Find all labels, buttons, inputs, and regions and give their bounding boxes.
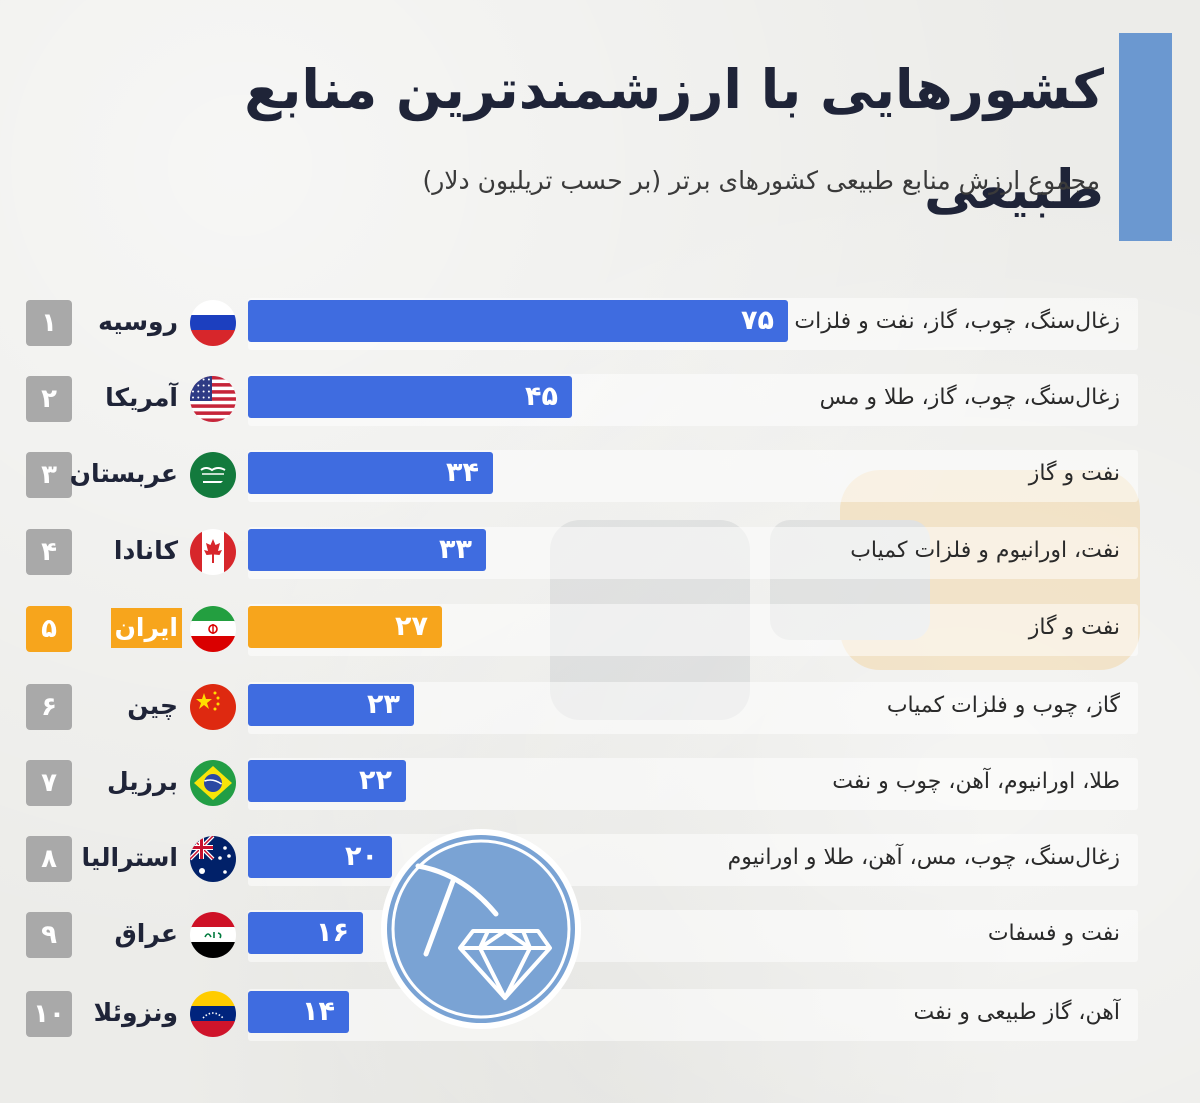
bar-value-label: ۲۷ [395,611,428,642]
bar-value-label: ۷۵ [741,305,774,336]
chart-row: ۸ استرالیا ۲۰ زغال‌سنگ، چوب، مس، آهن، طلا و… [0,832,1200,888]
resources-label: زغال‌سنگ، چوب، گاز، طلا و مس [819,385,1120,410]
country-label: ایران [110,608,182,648]
bar-value-label: ۲۲ [359,765,392,796]
chart-row: ۶ چین ۲۳ گاز، چوب و فلزات کمیاب [0,680,1200,736]
bar [248,376,572,418]
resources-label: گاز، چوب و فلزات کمیاب [886,693,1120,718]
chart-title: کشورهایی با ارزشمندترین منابع طبیعی [244,58,1104,221]
brazil-flag-icon [190,760,236,806]
resources-label: نفت و گاز [1028,461,1120,486]
rank-badge: ۶ [26,684,72,730]
bar [248,606,442,648]
country-label: عربستان [69,459,178,488]
rank-badge: ۱۰ [26,991,72,1037]
bar [248,912,363,954]
country-label: استرالیا [81,843,178,872]
chart-row: ۹ عراق ۱۶ نفت و فسفات [0,908,1200,964]
china-flag-icon [190,684,236,730]
rank-badge: ۲ [26,376,72,422]
rank-badge: ۴ [26,529,72,575]
diamond-icon [458,929,552,1000]
bar-value-label: ۱۶ [316,917,349,948]
iran-flag-icon [190,606,236,652]
iraq-flag-icon [190,912,236,958]
country-label: چین [127,691,178,720]
rank-badge: ۱ [26,300,72,346]
chart-subtitle: مجموع ارزش منابع طبیعی کشورهای برتر (بر … [422,166,1100,195]
chart-row: ۲ آمریکا ۴۵ زغال‌سنگ، چوب، گاز، طلا و مس [0,372,1200,428]
canada-flag-icon [190,529,236,575]
resources-label: زغال‌سنگ، چوب، مس، آهن، طلا و اورانیوم [727,845,1120,870]
bar-value-label: ۲۰ [345,841,378,872]
country-label: برزیل [106,767,178,796]
pickaxe-diamond-emblem [381,829,581,1029]
bar [248,836,392,878]
resources-label: طلا، اورانیوم، آهن، چوب و نفت [832,769,1120,794]
accent-bar [1119,33,1172,241]
bar [248,991,349,1033]
bar-value-label: ۱۴ [302,996,335,1027]
pickaxe-icon [415,863,499,957]
resources-label: نفت، اورانیوم و فلزات کمیاب [850,538,1120,563]
resources-label: زغال‌سنگ، چوب، گاز، نفت و فلزات [794,309,1120,334]
chart-row: ۱۰ ونزوئلا ۱۴ آهن، گاز طبیعی و نفت [0,987,1200,1043]
bar-value-label: ۲۳ [367,689,400,720]
bar [248,452,493,494]
venezuela-flag-icon [190,991,236,1037]
bar-value-label: ۳۳ [439,534,472,565]
chart-row: ۵ ایران ۲۷ نفت و گاز [0,602,1200,658]
rank-badge: ۸ [26,836,72,882]
rank-badge: ۹ [26,912,72,958]
resources-label: نفت و گاز [1028,615,1120,640]
saudi-arabia-flag-icon [190,452,236,498]
bar [248,684,414,726]
country-label: عراق [114,919,178,948]
bar [248,300,788,342]
country-label: کانادا [113,536,178,565]
chart-row: ۷ برزیل ۲۲ طلا، اورانیوم، آهن، چوب و نفت [0,756,1200,812]
bar-value-label: ۳۴ [446,457,479,488]
resources-label: نفت و فسفات [987,921,1120,946]
bar [248,529,486,571]
country-label: روسیه [98,307,178,336]
chart-row: ۴ کانادا ۳۳ نفت، اورانیوم و فلزات کمیاب [0,525,1200,581]
chart-row: ۱ روسیه ۷۵ زغال‌سنگ، چوب، گاز، نفت و فلزات [0,296,1200,352]
bar [248,760,406,802]
chart-row: ۳ عربستان ۳۴ نفت و گاز [0,448,1200,504]
bar-value-label: ۴۵ [525,381,558,412]
russia-flag-icon [190,300,236,346]
country-label: آمریکا [105,383,178,412]
australia-flag-icon [190,836,236,882]
rank-badge: ۷ [26,760,72,806]
rank-badge: ۵ [26,606,72,652]
resources-label: آهن، گاز طبیعی و نفت [913,1000,1120,1025]
usa-flag-icon [190,376,236,422]
row-background [248,989,1138,1041]
country-label: ونزوئلا [93,998,178,1027]
rank-badge: ۳ [26,452,72,498]
